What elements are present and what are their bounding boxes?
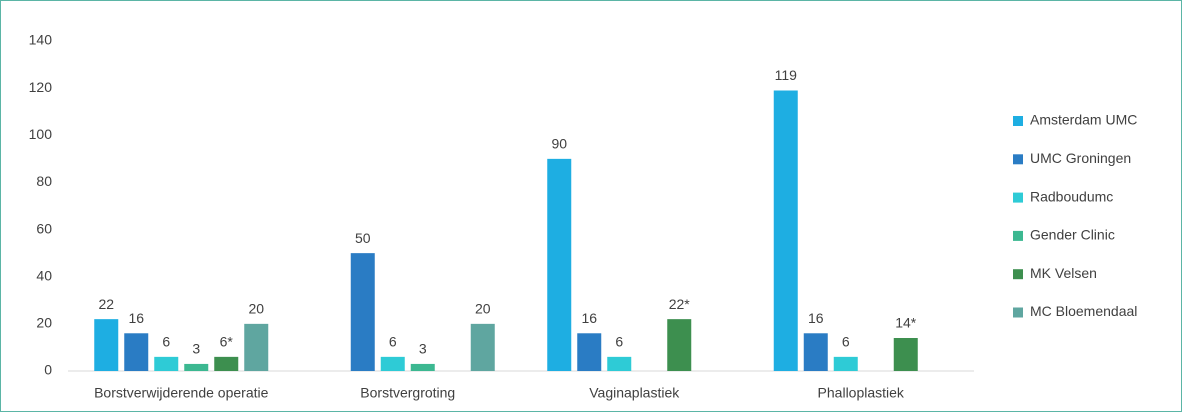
x-tick-label: Vaginaplastiek — [589, 385, 680, 401]
data-label: 6 — [389, 334, 397, 350]
bar — [547, 158, 572, 371]
data-label: 20 — [475, 301, 491, 317]
legend-swatch — [1013, 192, 1023, 203]
bar — [410, 363, 435, 371]
x-tick-label: Borstvergroting — [360, 385, 455, 401]
bar — [94, 319, 119, 371]
y-tick-label: 80 — [36, 173, 52, 189]
bar — [470, 323, 495, 371]
data-label: 20 — [248, 301, 264, 317]
legend-swatch — [1013, 230, 1023, 241]
y-tick-label: 140 — [29, 32, 53, 48]
data-label: 6 — [842, 334, 850, 350]
data-label: 3 — [192, 341, 200, 357]
data-label: 6 — [162, 334, 170, 350]
legend-swatch — [1013, 307, 1023, 318]
bar — [350, 253, 375, 371]
legend-label: MK Velsen — [1030, 265, 1097, 281]
legend-swatch — [1013, 116, 1023, 126]
legend-swatch — [1013, 154, 1023, 165]
data-label: 6 — [615, 334, 623, 350]
bar — [184, 363, 209, 371]
x-tick-label: Phalloplastiek — [818, 385, 905, 401]
data-label: 14* — [895, 315, 917, 331]
bar — [154, 356, 179, 371]
y-tick-label: 120 — [29, 79, 53, 95]
bar — [244, 323, 269, 371]
data-label: 50 — [355, 230, 371, 246]
y-tick-label: 100 — [29, 126, 53, 142]
bar — [773, 90, 798, 371]
data-label: 119 — [775, 67, 798, 83]
data-label: 22* — [669, 296, 691, 312]
y-tick-label: 60 — [36, 220, 52, 236]
bar — [607, 356, 632, 371]
bar — [803, 333, 828, 371]
data-label: 16 — [581, 310, 597, 326]
bar — [893, 338, 918, 371]
bar — [577, 333, 602, 371]
bar — [124, 333, 149, 371]
legend-label: Gender Clinic — [1030, 227, 1115, 243]
bar — [667, 319, 692, 371]
bar — [833, 356, 858, 371]
y-tick-label: 20 — [36, 315, 52, 331]
legend-label: Amsterdam UMC — [1030, 112, 1137, 128]
legend-label: UMC Groningen — [1030, 150, 1131, 166]
legend-label: Radboudumc — [1030, 188, 1113, 204]
data-label: 16 — [128, 310, 144, 326]
data-label: 22 — [98, 296, 114, 312]
bar — [380, 356, 405, 371]
legend-swatch — [1013, 269, 1023, 280]
data-label: 3 — [419, 341, 427, 357]
bar — [214, 356, 239, 371]
data-label: 90 — [551, 136, 567, 152]
data-label: 16 — [808, 310, 824, 326]
y-tick-label: 0 — [44, 362, 52, 378]
x-tick-label: Borstverwijderende operatie — [94, 385, 269, 401]
data-label: 6* — [220, 334, 234, 350]
legend-label: MC Bloemendaal — [1030, 303, 1137, 319]
y-tick-label: 40 — [36, 267, 52, 283]
